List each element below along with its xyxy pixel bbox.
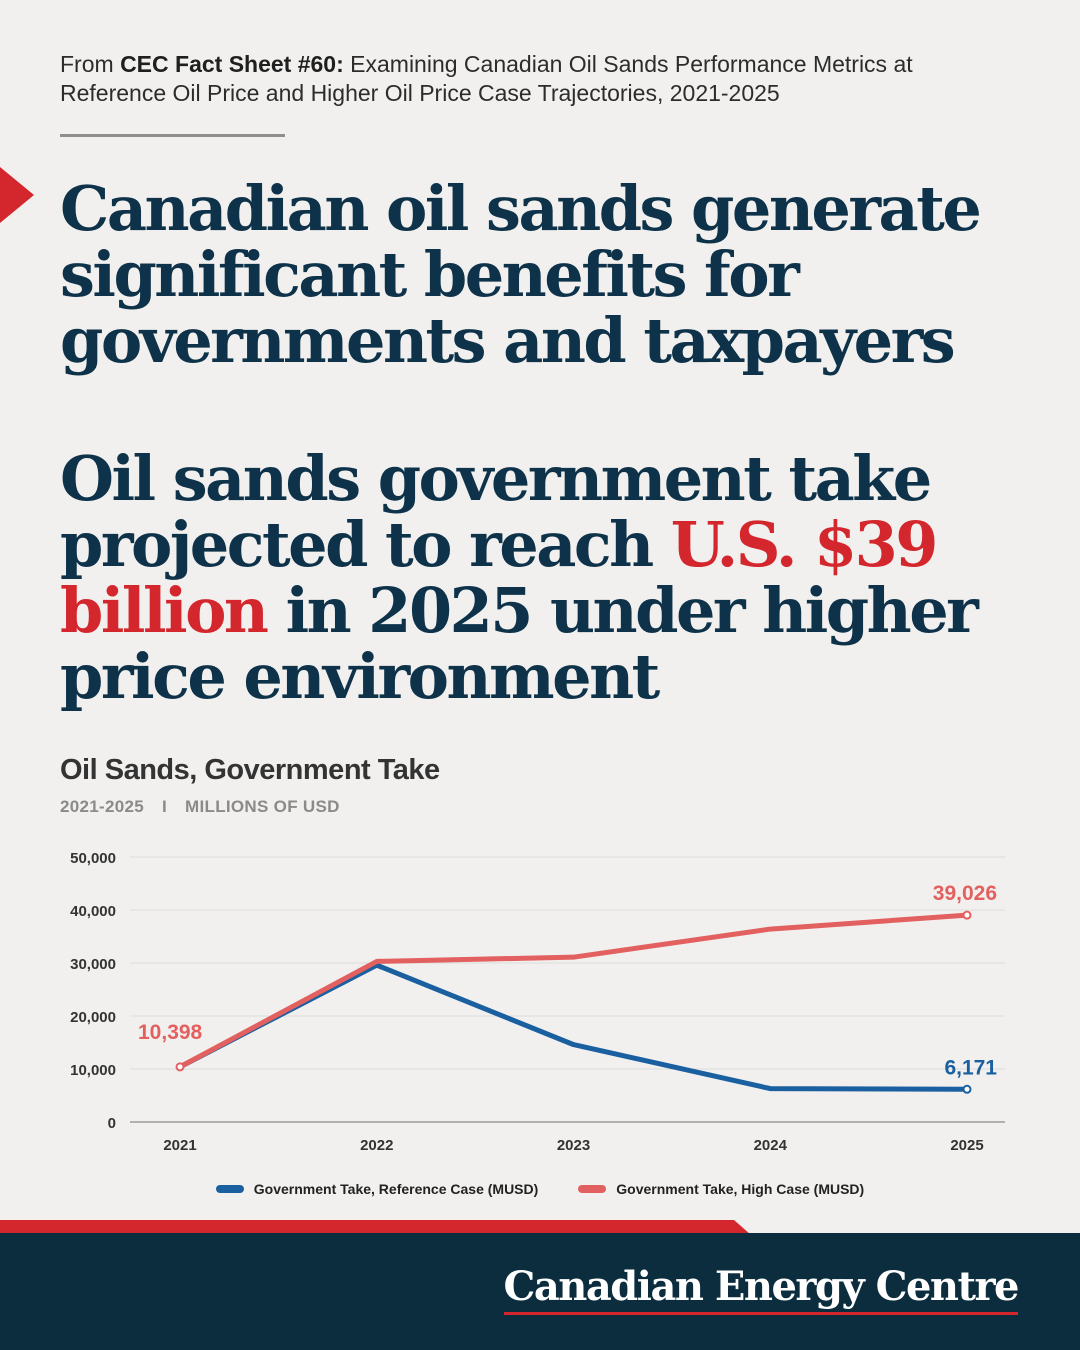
y-tick-label: 10,000 [70,1062,116,1079]
source-prefix: From [60,51,121,77]
series-line-reference [177,962,970,1092]
data-point-marker [175,1062,185,1072]
chart-subtitle-separator: I [162,797,168,816]
chart-subtitle: 2021-2025 I MILLIONS OF USD [60,797,340,817]
red-triangle-marker [0,167,34,223]
series-line-high [177,912,970,1070]
y-tick-label: 30,000 [70,956,116,973]
y-tick-label: 50,000 [70,850,116,867]
y-tick-label: 40,000 [70,903,116,920]
data-point-marker [962,910,972,920]
headline-secondary-part2: in 2025 under higher price environment [60,574,979,713]
x-tick-label: 2022 [360,1137,393,1154]
data-label: 39,026 [933,882,997,905]
source-bold: CEC Fact Sheet #60: [120,51,344,77]
y-tick-label: 0 [108,1115,116,1132]
brand-logo-text: Canadian Energy Centre [503,1262,1020,1315]
footer-bar [0,1233,1080,1350]
x-tick-label: 2021 [163,1137,196,1154]
legend-item-high: Government Take, High Case (MUSD) [578,1181,864,1197]
headline-secondary-part1: Oil sands government take projected to r… [60,442,932,581]
source-note: From CEC Fact Sheet #60: Examining Canad… [60,50,960,108]
legend-label-reference: Government Take, Reference Case (MUSD) [253,1181,539,1197]
legend-item-reference: Government Take, Reference Case (MUSD) [215,1181,539,1197]
line-chart: 0 10,000 20,000 30,000 40,000 50,000 2021 2022 2… [70,850,1005,1154]
divider-rule [60,134,285,137]
data-point-marker [962,1084,972,1094]
chart-subtitle-years: 2021-2025 [60,797,144,816]
legend-swatch-reference [215,1185,244,1193]
x-tick-label: 2023 [557,1137,590,1154]
headline-primary: Canadian oil sands generate significant … [60,172,982,377]
x-tick-label: 2024 [754,1137,788,1154]
chart-legend: Government Take, Reference Case (MUSD) G… [0,1181,1080,1197]
legend-label-high: Government Take, High Case (MUSD) [616,1181,865,1197]
headline-secondary: Oil sands government take projected to r… [60,446,1040,710]
chart-subtitle-units: MILLIONS OF USD [185,797,340,816]
headline-highlight: U.S. $39 billion [60,508,938,647]
chart-title: Oil Sands, Government Take [60,754,440,786]
source-rest: Examining Canadian Oil Sands Performance… [60,51,913,106]
footer-red-band [0,1220,750,1234]
data-label: 10,398 [138,1021,203,1044]
y-tick-label: 20,000 [70,1009,116,1026]
data-label: 6,171 [944,1056,997,1079]
x-tick-label: 2025 [950,1137,983,1154]
legend-swatch-high [578,1185,607,1193]
